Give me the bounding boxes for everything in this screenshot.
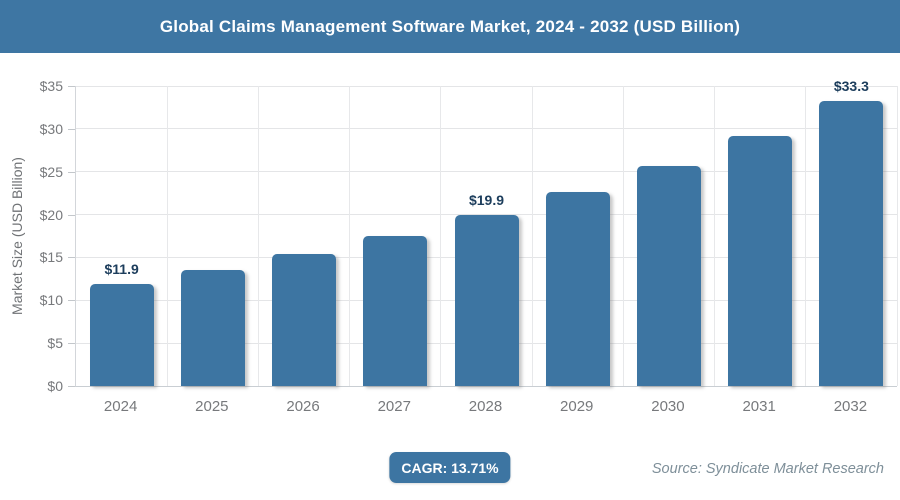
bar-chart: Market Size (USD Billion) $11.9 $19.9 $33.…	[0, 53, 900, 500]
x-axis-label: 2032	[833, 398, 868, 415]
y-axis-tick-label: $0	[47, 378, 63, 394]
y-axis-tick-mark	[68, 300, 75, 302]
bar-2026	[272, 254, 337, 386]
y-axis-tick-label: $15	[39, 249, 63, 266]
gridline-vertical	[440, 86, 442, 386]
gridline-vertical	[622, 86, 624, 386]
x-axis-label: 2031	[742, 398, 776, 415]
y-axis-title: Market Size (USD Billion)	[9, 157, 25, 315]
y-axis-tick-label: $30	[39, 120, 63, 137]
y-axis-tick-mark	[68, 128, 75, 130]
y-axis-tick-mark	[68, 386, 75, 387]
gridline-horizontal	[76, 214, 897, 216]
x-axis-label: 2026	[286, 398, 320, 415]
gridline-horizontal	[76, 85, 897, 87]
y-axis-tick-label: $25	[39, 163, 63, 180]
y-axis-tick-mark	[68, 86, 75, 87]
chart-title: Global Claims Management Software Market…	[159, 16, 741, 36]
gridline-vertical	[257, 86, 259, 386]
gridline-vertical	[166, 86, 168, 386]
gridline-vertical	[531, 86, 533, 386]
x-axis-label: 2027	[377, 398, 411, 415]
plot-area: $11.9 $19.9 $33.3	[75, 78, 898, 387]
bar-2029	[545, 192, 610, 386]
y-axis-tick-label: $5	[47, 335, 63, 352]
cagr-badge: CAGR: 13.71%	[389, 452, 511, 483]
bar-2031	[728, 135, 793, 386]
bar-2032	[819, 100, 884, 386]
chart-footer: CAGR: 13.71% Source: Syndicate Market Re…	[0, 438, 900, 500]
x-axis-label: 2024	[103, 398, 138, 415]
bar-2024	[89, 284, 154, 386]
x-axis-label: 2030	[651, 398, 685, 415]
x-axis-label: 2029	[560, 398, 594, 415]
y-axis-tick-mark	[68, 171, 75, 173]
bar-2027	[363, 236, 428, 386]
y-axis-tick-label: $10	[39, 292, 63, 309]
x-axis-label: 2028	[468, 398, 503, 415]
gridline-vertical	[349, 86, 351, 386]
gridline-vertical	[896, 86, 898, 386]
gridline-vertical	[805, 86, 807, 386]
bar-2028	[454, 215, 519, 386]
gridline-vertical	[714, 86, 716, 386]
gridline-horizontal	[76, 171, 897, 173]
y-axis-tick-mark	[68, 343, 75, 345]
gridline-horizontal	[76, 128, 897, 130]
source-text: Source: Syndicate Market Research	[651, 461, 884, 477]
y-axis-tick-label: $20	[39, 206, 63, 223]
y-axis-tick-mark	[68, 214, 75, 216]
bar-2025	[180, 270, 245, 386]
x-axis-label: 2025	[195, 398, 229, 415]
bar-2030	[636, 165, 701, 386]
bar-value-label: $11.9	[104, 261, 139, 277]
y-axis-tick-mark	[68, 257, 75, 259]
y-axis-tick-label: $35	[39, 78, 63, 94]
title-banner: Global Claims Management Software Market…	[0, 0, 900, 53]
bar-value-label: $33.3	[833, 77, 869, 94]
bar-value-label: $19.9	[468, 192, 505, 209]
